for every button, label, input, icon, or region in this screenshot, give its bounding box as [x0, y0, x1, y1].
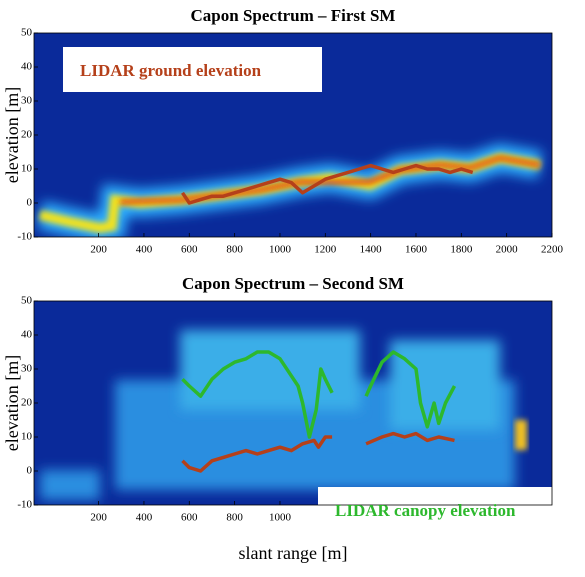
- x-tick-label: 2200: [541, 244, 564, 256]
- y-tick-label: 40: [21, 329, 33, 341]
- y-tick-label: 10: [21, 431, 33, 443]
- y-tick-label: 50: [21, 295, 33, 307]
- x-tick-label: 600: [181, 512, 198, 524]
- y-axis-label: elevation [m]: [2, 87, 22, 183]
- y-axis-label: elevation [m]: [2, 355, 22, 451]
- y-tick-label: 0: [27, 465, 33, 477]
- series-line: [181, 350, 457, 439]
- x-tick-label: 200: [90, 512, 107, 524]
- x-tick-label: 200: [90, 244, 107, 256]
- chart-title: Capon Spectrum – Second SM: [182, 274, 404, 293]
- x-tick-label: 600: [181, 244, 198, 256]
- x-tick-label: 1800: [450, 244, 473, 256]
- y-tick-label: 40: [21, 61, 33, 73]
- series-line: [181, 163, 474, 205]
- x-tick-label: 400: [136, 244, 153, 256]
- x-tick-label: 1000: [269, 512, 292, 524]
- y-tick-label: -10: [17, 231, 32, 243]
- x-tick-label: 2000: [496, 244, 519, 256]
- y-tick-label: 30: [21, 95, 33, 107]
- x-tick-label: 1000: [269, 244, 292, 256]
- y-tick-label: 10: [21, 163, 33, 175]
- x-tick-label: 1200: [314, 244, 337, 256]
- y-tick-label: -10: [17, 499, 32, 511]
- legend-box: [63, 47, 322, 92]
- heatmap: [34, 301, 552, 505]
- series-line: [181, 431, 455, 473]
- y-tick-label: 0: [27, 197, 33, 209]
- y-tick-label: 20: [21, 397, 33, 409]
- chart-title: Capon Spectrum – First SM: [191, 6, 396, 25]
- x-tick-label: 1600: [405, 244, 428, 256]
- x-tick-label: 1400: [360, 244, 383, 256]
- y-tick-label: 20: [21, 129, 33, 141]
- legend-label: LIDAR canopy elevation: [335, 501, 516, 520]
- legend-box: [318, 487, 553, 537]
- series-group: [181, 163, 474, 205]
- x-tick-label: 800: [226, 512, 243, 524]
- series-group: [181, 350, 457, 473]
- legend-label: LIDAR ground elevation: [80, 61, 262, 80]
- x-axis-label: slant range [m]: [239, 543, 348, 563]
- y-tick-label: 50: [21, 27, 33, 39]
- x-tick-label: 800: [226, 244, 243, 256]
- y-tick-label: 30: [21, 363, 33, 375]
- x-tick-label: 400: [136, 512, 153, 524]
